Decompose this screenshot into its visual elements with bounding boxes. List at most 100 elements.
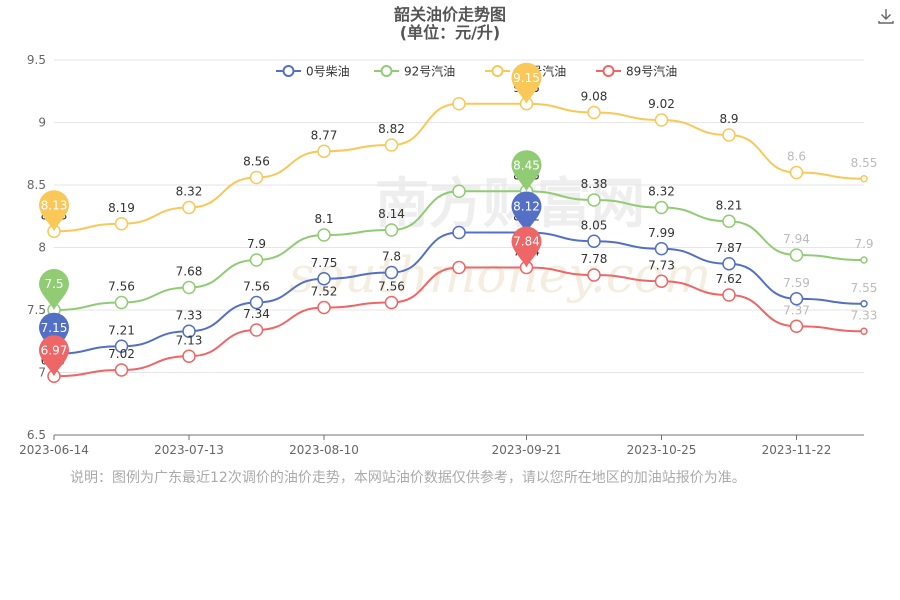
data-label: 7.56 [108,280,135,294]
data-point [317,228,331,242]
pin-shape [511,62,542,104]
data-point [587,268,601,282]
value-pin-marker: 8.13 [39,190,69,232]
data-label: 7.34 [243,307,270,321]
axes: 6.5 7 7.5 8 8.5 9 9.5 2023-06-14 2023-07-13 2023-… [19,53,864,457]
y-tick-label: 8 [38,241,46,255]
pin-shape [511,226,542,268]
data-point [114,339,129,353]
y-tick-label: 7.5 [27,303,46,317]
x-tick-label: 2023-06-14 [19,443,89,457]
value-pin-marker: 9.15 [511,62,542,104]
data-label: 9.02 [648,97,675,111]
legend-item[interactable]: 92号汽油 [374,64,455,79]
data-point [452,225,466,240]
data-point [789,165,804,180]
value-pin-marker: 7.15 [39,312,69,354]
data-label: 7.33 [851,308,878,322]
data-point [722,214,736,228]
data-point [654,113,669,127]
y-tick-label: 9 [38,116,46,130]
data-label: 7.9 [854,237,873,251]
grid [54,59,864,373]
legend-label: 0号柴油 [306,65,350,79]
data-label: 7.13 [176,333,203,347]
data-label: 7.62 [716,272,743,286]
y-tick-label: 7 [38,366,46,380]
pin-shape [39,190,69,232]
data-label: 7.59 [783,276,810,290]
download-icon[interactable] [877,7,895,25]
data-point [722,257,736,271]
x-tick-label: 2023-11-22 [762,443,832,457]
data-point [317,300,331,315]
data-point [384,138,399,152]
data-label: 7.75 [311,256,338,270]
data-label: 8.14 [378,207,405,221]
data-point [182,280,196,295]
y-tick-label: 6.5 [27,428,46,442]
data-label: 7.55 [851,281,878,295]
x-tick-label: 2023-10-25 [627,443,697,457]
legend-label: 92号汽油 [404,64,455,79]
data-label: 7.52 [311,285,338,299]
chart-title: 韶关油价走势图 [394,5,506,24]
pin-shape [511,150,542,192]
data-label: 7.87 [716,241,743,255]
data-label: 8.32 [176,185,203,199]
legend-item[interactable]: 89号汽油 [596,64,677,79]
legend[interactable]: 0号柴油 92号汽油 95号汽油 89号汽油 [276,64,677,79]
x-tick-label: 2023-08-10 [289,443,359,457]
data-point [182,200,196,215]
data-point [182,349,196,363]
pin-shape [39,312,69,354]
data-label: 7.73 [648,258,675,272]
data-point [249,295,264,310]
data-label: 8.55 [851,156,878,170]
pin-label: 8.12 [513,200,540,214]
data-point [860,300,868,308]
value-markers: 8.13 7.5 7.15 6.97 9.15 8.45 8.12 7.84 [39,62,542,377]
data-label: 7.56 [243,280,270,294]
legend-item[interactable]: 0号柴油 [276,65,350,79]
data-label: 7.02 [108,347,135,361]
data-point [452,260,466,275]
legend-symbol-icon [602,65,615,77]
data-point [722,128,736,142]
data-point [114,217,129,231]
data-label: 7.21 [108,323,135,337]
pin-shape [511,191,542,233]
data-point [384,265,399,280]
pin-shape [39,335,69,377]
legend-symbol-icon [491,65,504,77]
data-label: 7.99 [648,226,675,240]
data-label: 8.1 [314,212,333,226]
data-label: 7.78 [581,252,608,266]
data-label: 8.32 [648,185,675,199]
value-pin-marker: 7.84 [511,226,542,268]
y-tick-label: 8.5 [27,178,46,192]
watermark-latin: southmoney.com [289,246,712,304]
value-pin-marker: 6.97 [39,335,69,377]
data-label: 8.82 [378,122,405,136]
data-point [860,256,868,264]
legend-symbol-icon [380,65,393,77]
data-label: 8.19 [108,201,135,215]
data-point [317,144,331,158]
x-tick-label: 2023-09-21 [492,443,562,457]
data-label: 7.56 [378,280,405,294]
pin-label: 9.15 [513,71,540,85]
value-pin-marker: 8.12 [511,191,542,233]
data-point [452,97,466,111]
data-point [452,184,466,198]
data-point [789,319,804,333]
data-point [860,175,868,183]
pin-label: 7.15 [41,321,68,335]
data-point [587,193,601,207]
data-point [114,295,129,310]
data-label: 7.9 [247,237,266,251]
data-label: 9.08 [581,90,608,104]
pin-label: 7.84 [513,235,540,249]
data-point [182,324,196,338]
